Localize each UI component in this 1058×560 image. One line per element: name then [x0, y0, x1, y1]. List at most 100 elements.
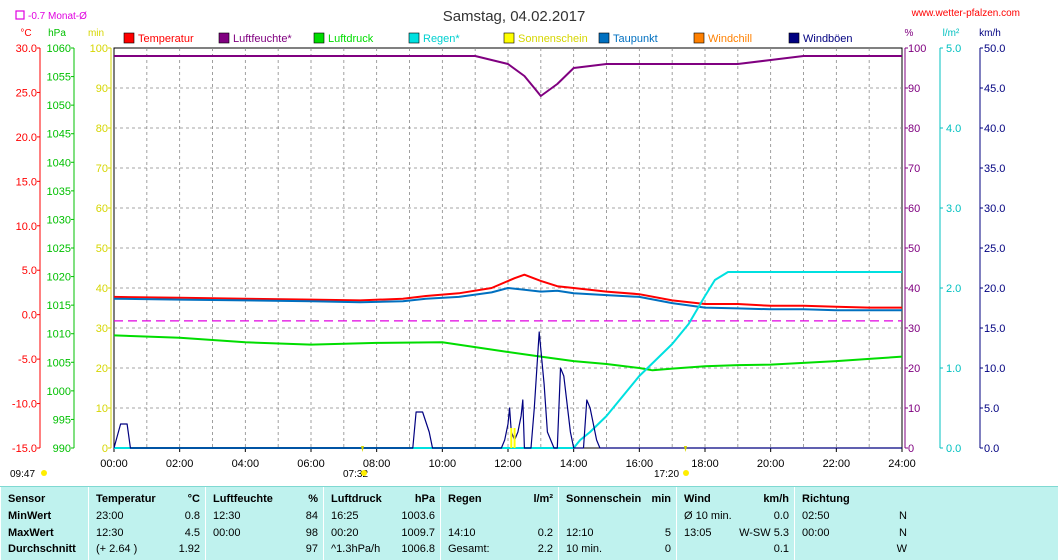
stats-header-title: Wind: [684, 493, 711, 505]
wind-tick-label: 5.0: [984, 403, 999, 415]
legend-swatch: [313, 32, 325, 44]
stats-table: Sensor MinWert MaxWert Durchschnitt Temperat…: [0, 486, 1058, 560]
wind-tick-label: 25.0: [984, 243, 1005, 255]
stats-header-title: Sonnenschein: [566, 493, 642, 505]
percent-tick-label: 50: [908, 243, 920, 255]
legend-label: Regen*: [423, 33, 460, 45]
x-tick-label: 12:00: [494, 458, 522, 470]
pressure-tick-label: 1060: [47, 43, 71, 55]
temp-tick-label: 0.0: [22, 310, 37, 322]
legend-item: Luftfeuchte*: [218, 32, 292, 45]
minutes-tick-label: 60: [96, 203, 108, 215]
stats-header-title: Luftfeuchte: [213, 493, 273, 505]
x-tick-label: 16:00: [626, 458, 654, 470]
stats-column: Luftdruck hPa 16:25 1003.6 00:20 1009.7 ^1.3hP…: [323, 487, 441, 560]
temp-unit-label: °C: [20, 28, 31, 39]
stats-cell-value: 1003.6: [401, 510, 435, 522]
pressure-tick-label: 1045: [47, 129, 71, 141]
stats-column: Regen l/m² 14:10 0.2 Gesamt: 2.2: [440, 487, 559, 560]
minutes-tick-label: 90: [96, 83, 108, 95]
percent-tick-label: 70: [908, 163, 920, 175]
sunrise-sun-icon: [361, 470, 367, 476]
temp-tick-label: 25.0: [16, 87, 37, 99]
wind-tick-label: 20.0: [984, 283, 1005, 295]
sunshine-bar: [510, 428, 513, 448]
wind-tick-label: 0.0: [984, 443, 999, 455]
wind-tick-label: 30.0: [984, 203, 1005, 215]
wind-tick-label: 15.0: [984, 323, 1005, 335]
stats-header-unit: %: [308, 493, 318, 505]
monthly-avg-label: -0.7 Monat-Ø: [28, 11, 87, 22]
x-tick-label: 22:00: [823, 458, 851, 470]
percent-unit-label: %: [905, 28, 914, 39]
temp-tick-label: -10.0: [12, 399, 37, 411]
stats-cell-time: ^1.3hPa/h: [331, 543, 381, 555]
minutes-tick-label: 50: [96, 243, 108, 255]
legend-label: Luftdruck: [328, 33, 374, 45]
stats-cell-value: 97: [305, 543, 318, 555]
stats-row-label: Durchschnitt: [8, 543, 76, 555]
legend-swatch: [503, 32, 515, 44]
stats-column: Wind km/h Ø 10 min. 0.0 13:05 W-SW 5.3 0.1: [676, 487, 795, 560]
wind-tick-label: 40.0: [984, 123, 1005, 135]
pressure-tick-label: 1050: [47, 100, 71, 112]
sunrise-label: 07:32: [343, 469, 368, 480]
minutes-tick-label: 20: [96, 363, 108, 375]
minutes-tick-label: 40: [96, 283, 108, 295]
weather-chart: 00:00 02:00 04:00 06:00 08:00 10:00 12:00 14:00…: [10, 8, 1020, 480]
series-line-luftfeuchte: [114, 55, 902, 97]
stats-cell-value: N: [899, 510, 907, 522]
stats-cell-value: 1009.7: [401, 527, 435, 539]
pressure-unit-label: hPa: [48, 28, 66, 39]
stats-column: Luftfeuchte% 12:30 84 00:00 98 97: [205, 487, 324, 560]
pressure-tick-label: 990: [53, 443, 71, 455]
stats-column: Richtung 02:50 N 00:00 N W: [794, 487, 913, 560]
stats-cell-value: 98: [305, 527, 318, 539]
minutes-tick-label: 70: [96, 163, 108, 175]
sunrise-marker: [361, 446, 364, 452]
site-link[interactable]: www.wetter-pfalzen.com: [911, 8, 1020, 19]
minutes-tick-label: 0: [102, 443, 108, 455]
stats-cell-time: 00:20: [331, 527, 359, 539]
legend-swatch: [788, 32, 800, 44]
percent-tick-label: 80: [908, 123, 920, 135]
legend-swatch: [218, 32, 230, 44]
x-tick-label: 18:00: [691, 458, 719, 470]
legend-item: Luftdruck: [313, 32, 374, 45]
rain-tick-label: 2.0: [946, 283, 961, 295]
stats-cell-value: 1.92: [178, 543, 200, 555]
stats-cell-time: 23:00: [96, 510, 124, 522]
stats-header-title: Sensor: [8, 493, 46, 505]
percent-tick-label: 20: [908, 363, 920, 375]
x-tick-label: 14:00: [560, 458, 588, 470]
stats-cell-value: W-SW 5.3: [739, 527, 789, 539]
sunshine-bar: [513, 428, 516, 448]
stats-row-label: MaxWert: [8, 527, 54, 539]
stats-cell-time: Gesamt:: [448, 543, 490, 555]
stats-cell-time: 13:05: [684, 527, 712, 539]
stats-cell-value: 0.2: [537, 527, 553, 539]
stats-cell-value: 0.1: [773, 543, 789, 555]
stats-cell-time: 16:25: [331, 510, 359, 522]
x-tick-label: 04:00: [232, 458, 260, 470]
percent-tick-label: 100: [908, 43, 926, 55]
legend-label: Windchill: [708, 33, 752, 45]
stats-cell-time: 10 min.: [566, 543, 603, 555]
stats-cell-time: 14:10: [448, 527, 476, 539]
stats-header-unit: °C: [187, 493, 200, 505]
x-tick-label: 06:00: [297, 458, 325, 470]
legend-label: Sonnenschein: [518, 33, 588, 45]
chart-grid: [113, 47, 903, 449]
stats-header-unit: l/m²: [533, 493, 553, 505]
percent-tick-label: 0: [908, 443, 914, 455]
legend-label: Taupunkt: [613, 33, 658, 45]
legend-swatch: [123, 32, 135, 44]
pressure-tick-label: 1010: [47, 329, 71, 341]
temp-tick-label: 15.0: [16, 176, 37, 188]
pressure-tick-label: 1055: [47, 72, 71, 84]
series-line-windböen: [113, 331, 902, 449]
chart-axes: 00:00 02:00 04:00 06:00 08:00 10:00 12:00 14:00…: [12, 43, 1006, 470]
temp-tick-label: 20.0: [16, 132, 37, 144]
stats-cell-time: 00:00: [802, 527, 830, 539]
stats-header-title: Richtung: [802, 493, 850, 505]
